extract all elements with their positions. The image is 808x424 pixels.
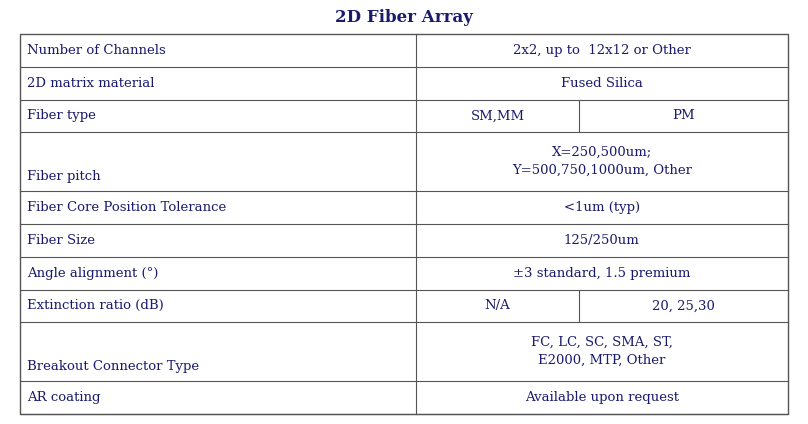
Bar [20, 34, 788, 414]
Text: Fiber pitch: Fiber pitch [27, 170, 101, 183]
Text: Fiber Size: Fiber Size [27, 234, 95, 247]
Text: 125/250um: 125/250um [564, 234, 640, 247]
Text: 20, 25,30: 20, 25,30 [652, 299, 715, 312]
Text: Breakout Connector Type: Breakout Connector Type [27, 360, 199, 373]
Text: PM: PM [672, 109, 695, 123]
Text: Fused Silica: Fused Silica [561, 77, 642, 89]
Text: Extinction ratio (dB): Extinction ratio (dB) [27, 299, 164, 312]
Text: Fiber Core Position Tolerance: Fiber Core Position Tolerance [27, 201, 226, 214]
Text: <1um (typ): <1um (typ) [564, 201, 640, 214]
Text: Angle alignment (°): Angle alignment (°) [27, 267, 158, 280]
Text: 2D Fiber Array: 2D Fiber Array [335, 8, 473, 25]
Text: 2x2, up to  12x12 or Other: 2x2, up to 12x12 or Other [513, 44, 691, 57]
Text: Available upon request: Available upon request [524, 391, 679, 404]
Text: X=250,500um;
Y=500,750,1000um, Other: X=250,500um; Y=500,750,1000um, Other [511, 146, 692, 177]
Text: ±3 standard, 1.5 premium: ±3 standard, 1.5 premium [513, 267, 691, 280]
Text: FC, LC, SC, SMA, ST,
E2000, MTP, Other: FC, LC, SC, SMA, ST, E2000, MTP, Other [531, 336, 673, 367]
Text: Number of Channels: Number of Channels [27, 44, 166, 57]
Text: N/A: N/A [485, 299, 511, 312]
Text: SM,MM: SM,MM [470, 109, 524, 123]
Text: Fiber type: Fiber type [27, 109, 96, 123]
Text: AR coating: AR coating [27, 391, 100, 404]
Text: 2D matrix material: 2D matrix material [27, 77, 154, 89]
